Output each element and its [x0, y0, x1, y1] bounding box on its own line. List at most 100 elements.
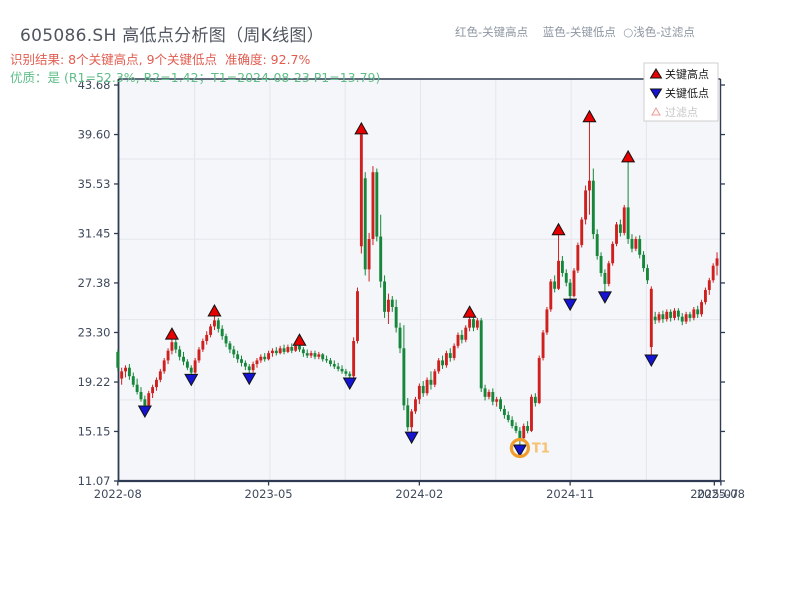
y-tick-label: 15.15	[78, 424, 111, 438]
candle-body	[305, 353, 309, 356]
candle	[274, 347, 278, 356]
candle	[472, 316, 475, 332]
candle-body	[344, 371, 348, 374]
candle	[116, 349, 120, 372]
candle	[317, 351, 321, 360]
candle-body	[116, 351, 120, 368]
candle-body	[425, 379, 429, 394]
candle	[588, 118, 591, 215]
axis-ticks	[114, 84, 725, 486]
x-tick-label: 2024-11	[546, 487, 594, 501]
candle	[541, 330, 545, 361]
candle	[309, 350, 313, 358]
gridlines	[118, 79, 721, 481]
candle-body	[294, 345, 298, 351]
candle-body	[429, 379, 433, 385]
candle	[615, 221, 618, 247]
candle-body	[406, 405, 410, 428]
candle-body	[680, 316, 684, 322]
candle-body	[189, 367, 193, 373]
candle	[414, 396, 417, 414]
candle	[653, 311, 657, 324]
candle	[680, 313, 684, 326]
candle	[205, 331, 209, 345]
candles-layer	[116, 118, 719, 448]
candle-body	[576, 245, 580, 271]
candle-body	[618, 224, 622, 233]
candle-body	[568, 282, 572, 297]
candle-body	[313, 353, 317, 357]
key-high-marker	[354, 121, 369, 135]
candle-body	[456, 334, 460, 346]
candle-body	[653, 316, 657, 321]
candle	[321, 353, 325, 362]
candle	[506, 411, 510, 423]
candle-body	[143, 399, 147, 406]
candle-body	[564, 272, 568, 283]
candle-body	[321, 354, 325, 360]
legend-item-label: 关键高点	[665, 67, 709, 81]
candle-body	[147, 393, 151, 406]
candle-body	[560, 260, 564, 273]
candle-body	[414, 399, 417, 412]
candle-body	[328, 360, 332, 365]
candle	[591, 168, 595, 239]
candle	[649, 286, 653, 358]
candle	[270, 348, 274, 357]
candle	[383, 275, 387, 318]
x-tick-label: 2025-07	[690, 487, 738, 501]
candle	[158, 368, 162, 383]
candle	[371, 166, 375, 246]
candle	[282, 344, 286, 355]
candle-body	[336, 366, 340, 369]
candle-body	[162, 360, 166, 372]
candle	[599, 252, 603, 277]
candle-body	[634, 238, 638, 249]
key-high-marker	[462, 305, 477, 318]
candle-body	[464, 327, 468, 340]
y-tick-label: 11.07	[78, 474, 111, 488]
candle	[692, 306, 696, 321]
candle-body	[367, 238, 371, 270]
candle	[174, 338, 178, 354]
candle-body	[298, 345, 301, 350]
y-tick-label: 31.45	[78, 227, 111, 241]
candle-body	[460, 334, 464, 340]
candle	[166, 348, 170, 365]
candle-body	[348, 373, 352, 377]
candle	[340, 365, 344, 374]
candle-body	[390, 299, 394, 307]
candle	[120, 367, 124, 385]
candle-body	[537, 357, 541, 403]
candle-body	[649, 288, 653, 348]
candle	[216, 317, 220, 333]
candle	[564, 269, 568, 287]
candle-body	[696, 309, 700, 315]
candle-body	[185, 361, 189, 368]
y-tick-label: 19.22	[78, 375, 111, 389]
candle-body	[703, 289, 707, 303]
candle	[251, 361, 255, 373]
candle-body	[669, 311, 673, 318]
candle	[325, 355, 329, 363]
candle	[487, 389, 491, 400]
candle-body	[124, 367, 127, 372]
candle-body	[657, 314, 661, 321]
candle-body	[421, 385, 425, 394]
candle	[359, 130, 363, 254]
x-tick-label: 2025-08	[697, 487, 745, 501]
candle	[657, 311, 661, 323]
candle-body	[444, 353, 448, 366]
candle	[537, 355, 541, 405]
candle-body	[626, 207, 630, 239]
y-tick-label: 23.30	[78, 325, 111, 339]
candle	[305, 349, 309, 358]
candle	[626, 158, 630, 244]
candle	[715, 252, 719, 276]
candle	[437, 357, 441, 374]
candle-body	[711, 265, 715, 281]
candle-body	[402, 348, 406, 406]
candle-body	[155, 379, 158, 388]
candle	[676, 308, 680, 321]
